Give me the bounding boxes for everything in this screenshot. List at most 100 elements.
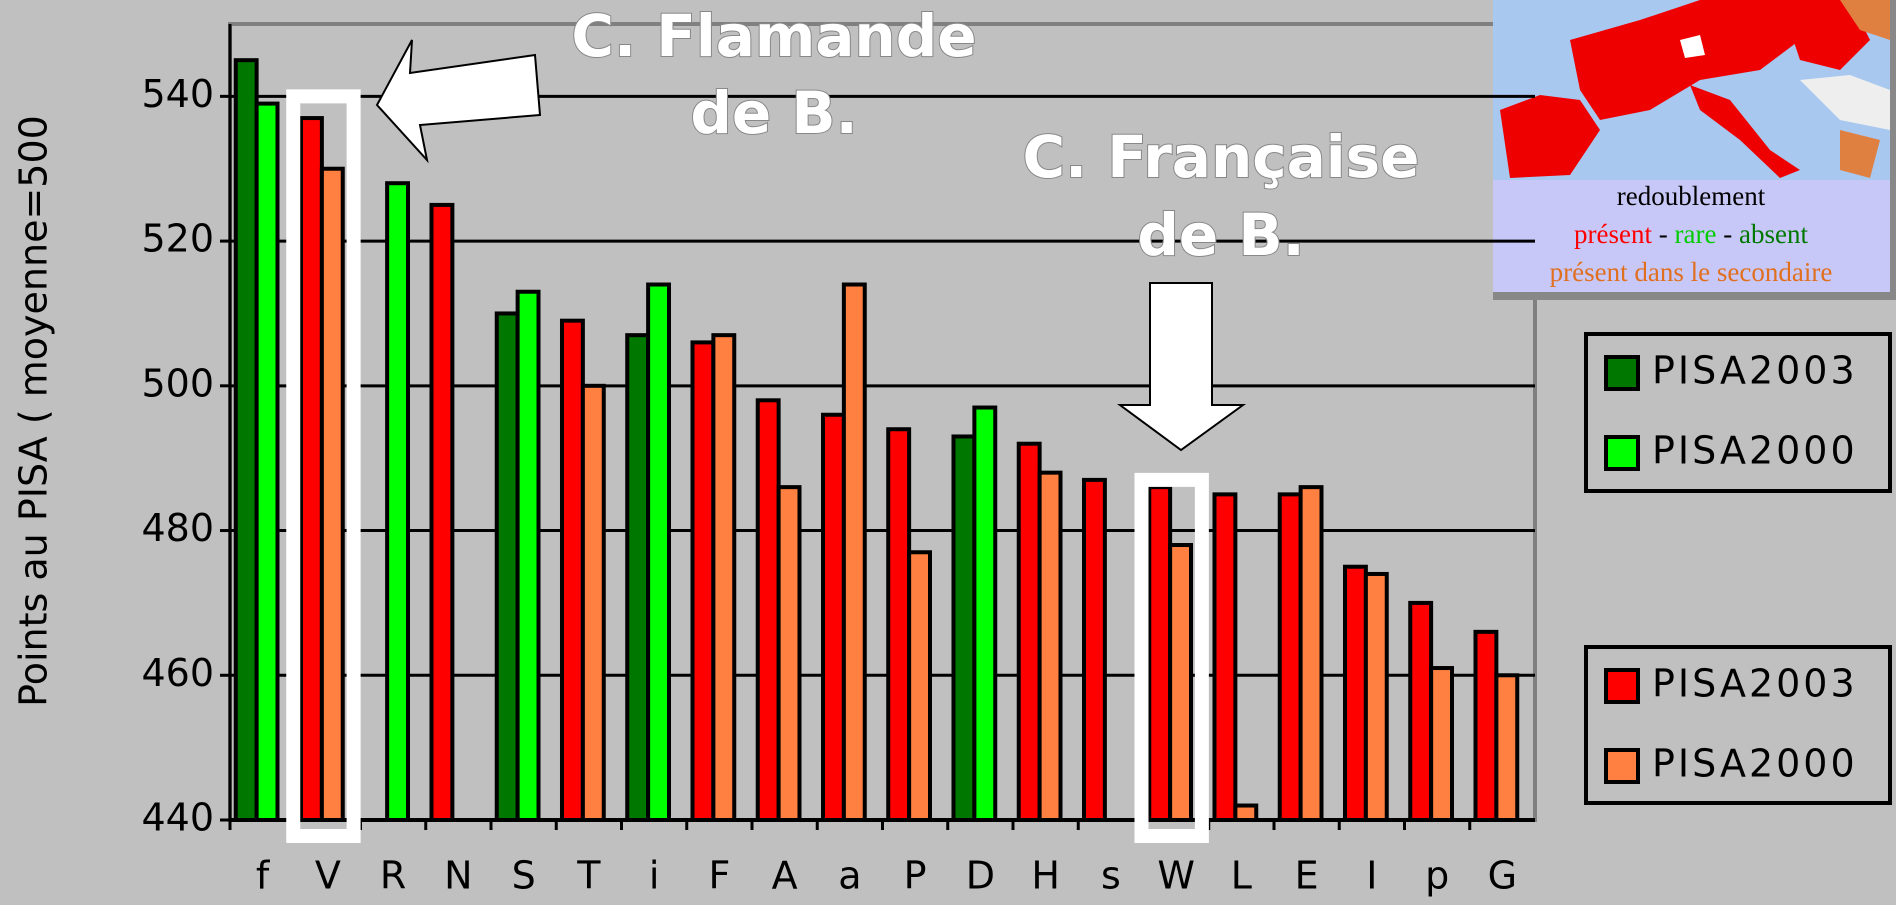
bar: [494, 311, 520, 822]
bar: [559, 318, 585, 822]
bar: [1298, 485, 1324, 822]
bar: [1037, 470, 1063, 822]
x-tick-label: W: [1157, 854, 1195, 898]
x-tick-label: V: [315, 854, 341, 898]
y-axis-label: Points au PISA ( moyenne=500: [12, 115, 56, 707]
bar: [319, 166, 345, 822]
bar: [1168, 543, 1194, 822]
x-tick-label: i: [649, 854, 660, 898]
map-country: [1840, 130, 1880, 178]
x-tick-label: H: [1031, 854, 1060, 898]
x-tick-label: p: [1425, 854, 1449, 898]
bar: [1342, 564, 1368, 823]
bar: [1408, 600, 1434, 823]
arrow: [375, 39, 542, 164]
bar: [1494, 673, 1520, 822]
annotation: C. Française: [1023, 123, 1420, 191]
highlight-box: [1134, 472, 1209, 843]
bar: [429, 202, 455, 822]
bar: [1233, 803, 1259, 823]
annotation: de B.: [690, 79, 857, 147]
highlight-box: [286, 89, 361, 843]
annotation: de B.: [1137, 201, 1304, 269]
map-country: [1780, 0, 1870, 70]
bar: [886, 427, 912, 822]
bar: [951, 434, 977, 822]
x-tick-label: E: [1295, 854, 1319, 898]
x-tick-label: P: [904, 854, 927, 898]
bar: [841, 282, 867, 822]
x-tick-label: F: [708, 854, 730, 898]
map-legend-item: présent: [1574, 219, 1652, 249]
x-tick-label: f: [256, 854, 271, 898]
legend-label: PISA2000: [1652, 429, 1858, 473]
x-tick-label: A: [772, 854, 798, 898]
x-tick-label: a: [838, 854, 861, 898]
legend-label: PISA2003: [1652, 662, 1858, 706]
map-legend-bg: [1493, 180, 1890, 292]
bar: [254, 101, 280, 823]
bar: [385, 181, 411, 822]
legend-box: [1584, 645, 1892, 805]
x-tick-label: R: [380, 854, 406, 898]
map-country: [1800, 75, 1890, 130]
map-legend-item: rare: [1675, 219, 1717, 249]
bar: [1147, 485, 1173, 822]
bar: [820, 412, 846, 822]
bar: [233, 58, 259, 822]
bar: [515, 289, 541, 822]
legend-swatch: [1604, 355, 1640, 391]
y-tick-label: 460: [141, 651, 214, 695]
x-tick-label: N: [444, 854, 472, 898]
bar: [298, 116, 324, 822]
bar: [1473, 629, 1499, 823]
x-tick-label: D: [966, 854, 995, 898]
map-legend-item: présent dans le secondaire: [1550, 257, 1833, 287]
y-tick-label: 440: [141, 796, 214, 840]
bar: [625, 333, 651, 822]
x-tick-label: I: [1366, 854, 1377, 898]
x-tick-label: S: [512, 854, 536, 898]
y-tick-label: 540: [141, 72, 214, 116]
map-country: [1840, 0, 1890, 40]
bar: [1363, 571, 1389, 822]
bar: [1429, 666, 1455, 823]
bar: [755, 398, 781, 822]
bar: [1016, 441, 1042, 822]
annotation: C. Flamande: [571, 2, 976, 70]
map-country: [1500, 95, 1600, 178]
bar: [1081, 477, 1107, 822]
legend-box: [1584, 332, 1892, 493]
x-tick-label: L: [1231, 854, 1252, 898]
bar: [776, 485, 802, 822]
x-tick-label: G: [1488, 854, 1517, 898]
y-tick-label: 480: [141, 506, 214, 550]
bar: [690, 340, 716, 822]
map-legend-item: absent: [1739, 219, 1808, 249]
x-tick-label: T: [576, 854, 601, 898]
bar: [1212, 492, 1238, 822]
arrow: [1116, 282, 1247, 452]
bar: [972, 405, 998, 822]
bar: [711, 333, 737, 822]
bar: [907, 550, 933, 822]
bar: [646, 282, 672, 822]
map-legend-separator: -: [1716, 219, 1739, 249]
legend-swatch: [1604, 435, 1640, 471]
legend-swatch: [1604, 668, 1640, 704]
legend-label: PISA2003: [1652, 349, 1858, 393]
map-country: [1570, 0, 1800, 120]
legend-label: PISA2000: [1652, 742, 1858, 786]
y-tick-label: 520: [141, 217, 214, 261]
map-legend-separator: -: [1652, 219, 1675, 249]
map-legend-title: redoublement: [1617, 181, 1766, 211]
map-legend-line: présent - rare - absent: [1574, 219, 1808, 249]
legend-swatch: [1604, 748, 1640, 784]
bar: [580, 383, 606, 822]
map-country: [1680, 35, 1705, 58]
x-tick-label: s: [1101, 854, 1121, 898]
bar: [1277, 492, 1303, 822]
y-tick-label: 500: [141, 361, 214, 405]
